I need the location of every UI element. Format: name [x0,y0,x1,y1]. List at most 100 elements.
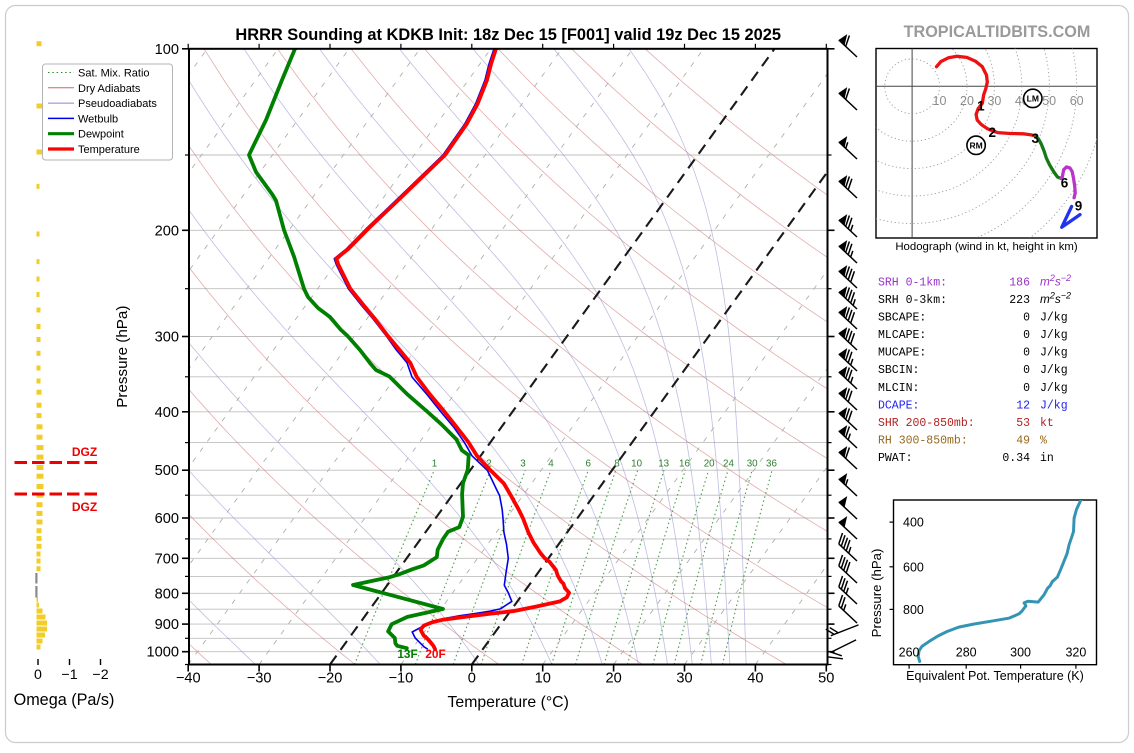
svg-text:Temperature (°C): Temperature (°C) [448,694,569,711]
svg-text:J/kg: J/kg [1040,364,1068,377]
svg-text:300: 300 [1010,646,1031,660]
svg-text:20: 20 [960,94,974,108]
svg-text:20: 20 [605,671,621,687]
svg-text:36: 36 [766,459,777,470]
svg-text:MLCAPE:: MLCAPE: [878,329,926,342]
svg-text:800: 800 [903,603,924,617]
svg-text:600: 600 [903,560,924,574]
svg-text:12: 12 [1016,399,1030,412]
svg-text:kt: kt [1040,417,1054,430]
svg-text:Pressure (hPa): Pressure (hPa) [114,306,131,408]
svg-text:Wetbulb: Wetbulb [78,113,118,125]
svg-text:700: 700 [155,551,179,567]
svg-text:10: 10 [535,671,551,687]
svg-text:RH 300-850mb:: RH 300-850mb: [878,435,968,448]
svg-text:RM: RM [969,140,982,150]
svg-text:13: 13 [658,459,669,470]
svg-text:800: 800 [155,586,179,602]
svg-text:30: 30 [676,671,692,687]
svg-text:0: 0 [1023,329,1030,342]
svg-text:49: 49 [1016,435,1030,448]
svg-text:60: 60 [1070,94,1084,108]
svg-text:600: 600 [155,511,179,527]
svg-text:SBCIN:: SBCIN: [878,364,919,377]
svg-text:J/kg: J/kg [1040,347,1068,360]
svg-text:2: 2 [486,459,491,470]
svg-text:0: 0 [468,671,476,687]
svg-text:Equivalent Pot. Temperature (K: Equivalent Pot. Temperature (K) [906,669,1084,683]
svg-text:%: % [1040,435,1047,448]
svg-text:0.34: 0.34 [1002,452,1030,465]
svg-text:TROPICALTIDBITS.COM: TROPICALTIDBITS.COM [904,23,1091,41]
svg-text:0: 0 [1023,382,1030,395]
svg-text:DCAPE:: DCAPE: [878,399,919,412]
svg-text:30: 30 [747,459,758,470]
svg-text:Pseudoadiabats: Pseudoadiabats [78,98,157,110]
svg-text:−1: −1 [61,667,77,683]
svg-text:J/kg: J/kg [1040,312,1068,325]
svg-text:300: 300 [155,330,179,346]
svg-text:1000: 1000 [147,645,179,661]
svg-text:Temperature: Temperature [78,144,140,156]
svg-text:20: 20 [704,459,715,470]
svg-text:320: 320 [1065,646,1086,660]
svg-text:9: 9 [1075,199,1083,214]
svg-text:53: 53 [1016,417,1030,430]
svg-text:J/kg: J/kg [1040,399,1068,412]
svg-text:16: 16 [679,459,690,470]
svg-text:8: 8 [614,459,620,470]
svg-text:MLCIN:: MLCIN: [878,382,919,395]
svg-text:3: 3 [1032,131,1040,146]
svg-text:3: 3 [520,459,526,470]
svg-text:24: 24 [723,459,734,470]
svg-text:400: 400 [155,405,179,421]
svg-text:280: 280 [956,646,977,660]
svg-text:260: 260 [899,646,920,660]
svg-text:0: 0 [1023,312,1030,325]
svg-text:J/kg: J/kg [1040,329,1068,342]
svg-text:−30: −30 [247,671,272,687]
svg-text:−20: −20 [318,671,343,687]
svg-text:900: 900 [155,617,179,633]
svg-text:DGZ: DGZ [72,500,97,514]
svg-text:Sat. Mix. Ratio: Sat. Mix. Ratio [78,68,150,80]
svg-text:40: 40 [747,671,763,687]
svg-text:Pressure (hPa): Pressure (hPa) [869,549,884,638]
svg-text:50: 50 [818,671,834,687]
svg-text:LM: LM [1027,93,1039,103]
svg-text:−40: −40 [176,671,201,687]
svg-text:6: 6 [1061,176,1069,191]
svg-text:0: 0 [1023,347,1030,360]
svg-text:Dry Adiabats: Dry Adiabats [78,83,141,95]
svg-text:2: 2 [989,125,997,140]
svg-text:−10: −10 [389,671,414,687]
svg-text:10: 10 [631,459,642,470]
svg-text:SRH 0-3km:: SRH 0-3km: [878,294,947,307]
svg-text:1: 1 [977,99,985,114]
svg-text:in: in [1040,452,1054,465]
svg-text:20F: 20F [425,647,445,661]
svg-text:223: 223 [1009,294,1030,307]
svg-text:Hodograph (wind in kt, height: Hodograph (wind in kt, height in km) [895,241,1078,253]
svg-text:400: 400 [903,516,924,530]
svg-text:13F: 13F [397,647,417,661]
svg-text:SBCAPE:: SBCAPE: [878,312,926,325]
svg-text:186: 186 [1009,276,1030,289]
svg-text:50: 50 [1042,94,1056,108]
svg-text:J/kg: J/kg [1040,382,1068,395]
svg-text:SRH 0-1km:: SRH 0-1km: [878,276,947,289]
svg-text:−2: −2 [92,667,108,683]
svg-text:6: 6 [585,459,591,470]
svg-text:MUCAPE:: MUCAPE: [878,347,926,360]
svg-text:30: 30 [987,94,1001,108]
svg-text:0: 0 [1023,364,1030,377]
svg-text:4: 4 [548,459,554,470]
svg-text:100: 100 [155,42,179,58]
svg-text:SHR 200-850mb:: SHR 200-850mb: [878,417,975,430]
svg-text:500: 500 [155,463,179,479]
svg-text:DGZ: DGZ [72,445,97,459]
svg-text:0: 0 [34,667,42,683]
svg-text:HRRR Sounding at KDKB Init: 18: HRRR Sounding at KDKB Init: 18z Dec 15 [… [235,26,781,44]
svg-text:1: 1 [432,459,437,470]
svg-text:200: 200 [155,223,179,239]
